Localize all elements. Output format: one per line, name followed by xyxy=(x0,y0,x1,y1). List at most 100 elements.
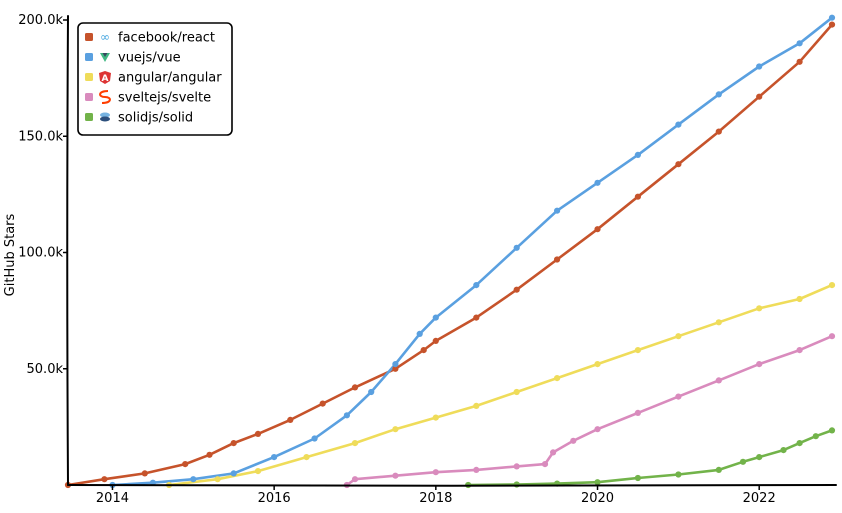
data-point-angular-angular xyxy=(392,426,399,433)
data-point-solidjs-solid xyxy=(715,466,722,473)
data-point-vuejs-vue xyxy=(392,361,399,368)
legend-swatch xyxy=(85,73,93,81)
series-line-solidjs-solid xyxy=(466,429,834,487)
data-point-angular-angular xyxy=(756,305,763,312)
data-point-vuejs-vue xyxy=(554,207,561,214)
data-point-vuejs-vue xyxy=(594,179,601,186)
legend-item-sveltejs-svelte: sveltejs/svelte xyxy=(85,90,211,106)
x-tick-label: 2014 xyxy=(96,491,129,506)
data-point-facebook-react xyxy=(351,384,359,391)
y-tick-label: 150.0k xyxy=(18,129,63,144)
vue-logo-icon xyxy=(100,53,110,62)
data-point-facebook-react xyxy=(594,226,601,233)
data-point-vuejs-vue xyxy=(756,63,763,70)
data-point-vuejs-vue xyxy=(473,282,480,289)
data-point-angular-angular xyxy=(715,319,722,326)
data-point-facebook-react xyxy=(513,286,520,293)
data-point-vuejs-vue xyxy=(796,40,803,47)
data-point-facebook-react xyxy=(756,93,763,100)
data-point-solidjs-solid xyxy=(812,433,819,440)
legend: ∞ facebook/react vuejs/vue A angular/angular… xyxy=(77,22,233,136)
data-point-sveltejs-svelte xyxy=(432,469,439,476)
legend-label: angular/angular xyxy=(118,71,222,86)
series-line-sveltejs-svelte xyxy=(345,334,834,487)
data-point-vuejs-vue xyxy=(675,121,682,128)
y-tick-label: 50.0k xyxy=(27,362,64,377)
data-point-sveltejs-svelte xyxy=(675,393,682,400)
data-point-sveltejs-svelte xyxy=(796,347,803,354)
data-point-solidjs-solid xyxy=(796,440,803,447)
data-point-sveltejs-svelte xyxy=(828,333,836,340)
data-point-solidjs-solid xyxy=(739,458,747,465)
data-point-facebook-react xyxy=(206,451,213,458)
data-point-angular-angular xyxy=(351,440,359,447)
data-point-vuejs-vue xyxy=(513,244,520,251)
data-point-vuejs-vue xyxy=(715,91,722,98)
data-point-facebook-react xyxy=(230,440,237,447)
x-axis-line xyxy=(67,484,837,487)
legend-item-facebook-react: ∞ facebook/react xyxy=(85,30,215,46)
legend-label: sveltejs/svelte xyxy=(118,91,211,106)
data-point-facebook-react xyxy=(634,193,642,200)
legend-swatch xyxy=(85,93,93,101)
series-line-angular-angular xyxy=(167,283,834,487)
data-point-sveltejs-svelte xyxy=(392,472,399,479)
data-point-angular-angular xyxy=(254,468,262,475)
data-point-facebook-react xyxy=(675,161,682,168)
data-point-facebook-react xyxy=(796,58,803,65)
legend-label: facebook/react xyxy=(118,31,215,46)
data-point-solidjs-solid xyxy=(675,471,682,478)
data-point-vuejs-vue xyxy=(368,388,375,396)
data-point-vuejs-vue xyxy=(271,454,278,461)
legend-label: vuejs/vue xyxy=(118,51,181,66)
data-point-angular-angular xyxy=(214,476,221,483)
data-point-angular-angular xyxy=(473,402,480,409)
data-point-facebook-react xyxy=(473,314,480,321)
data-point-facebook-react xyxy=(287,416,294,423)
svelte-s-icon xyxy=(99,90,111,104)
react-atom-icon: ∞ xyxy=(100,30,110,44)
legend-swatch xyxy=(85,33,93,41)
legend-swatch xyxy=(85,113,93,121)
data-point-solidjs-solid xyxy=(634,474,642,482)
data-point-angular-angular xyxy=(675,333,682,340)
x-tick-label: 2016 xyxy=(258,491,291,506)
data-point-facebook-react xyxy=(141,470,148,477)
legend-box xyxy=(77,22,233,136)
data-point-vuejs-vue xyxy=(416,330,423,337)
data-point-facebook-react xyxy=(554,256,561,263)
data-point-angular-angular xyxy=(796,295,803,303)
data-point-facebook-react xyxy=(420,347,427,354)
data-point-vuejs-vue xyxy=(230,470,237,477)
legend-label: solidjs/solid xyxy=(118,111,193,126)
data-point-vuejs-vue xyxy=(828,14,836,21)
data-point-angular-angular xyxy=(554,375,561,382)
data-point-vuejs-vue xyxy=(343,412,350,419)
data-point-sveltejs-svelte xyxy=(541,461,549,468)
data-point-sveltejs-svelte xyxy=(351,476,359,483)
data-point-vuejs-vue xyxy=(311,435,318,442)
x-tick-label: 2018 xyxy=(419,491,452,506)
angular-shield-icon: A xyxy=(99,71,111,84)
data-point-vuejs-vue xyxy=(190,476,197,483)
y-axis-title: GitHub Stars xyxy=(3,213,18,296)
data-point-facebook-react xyxy=(392,365,399,372)
data-point-vuejs-vue xyxy=(432,314,439,321)
x-tick-label: 2022 xyxy=(743,491,776,506)
data-point-sveltejs-svelte xyxy=(594,426,601,433)
data-point-angular-angular xyxy=(594,361,601,368)
data-point-solidjs-solid xyxy=(756,454,763,461)
axes: 2014 2016 2018 2020 2022 50.0k 100.0k 150.0k 200… xyxy=(18,13,837,506)
svg-text:A: A xyxy=(102,74,109,84)
data-point-sveltejs-svelte xyxy=(473,466,480,473)
data-point-solidjs-solid xyxy=(594,479,601,486)
data-point-facebook-react xyxy=(101,476,108,483)
data-point-facebook-react xyxy=(715,128,722,135)
data-point-angular-angular xyxy=(513,388,520,396)
data-point-facebook-react xyxy=(432,337,439,344)
y-axis-line xyxy=(66,15,69,486)
data-point-solidjs-solid xyxy=(513,481,520,488)
solid-cube-icon xyxy=(100,112,110,122)
